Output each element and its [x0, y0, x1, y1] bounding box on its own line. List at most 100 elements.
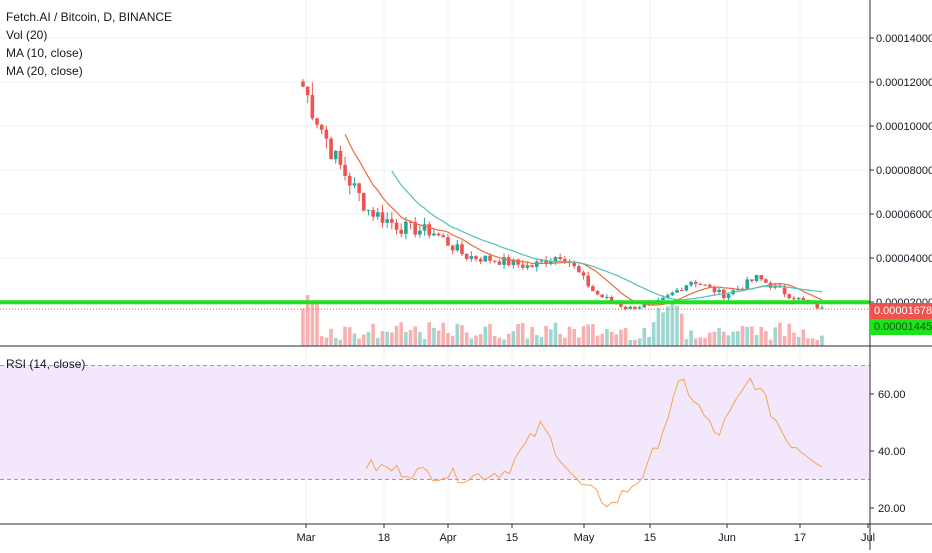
candle-body — [670, 292, 675, 296]
volume-bar — [305, 295, 310, 346]
candle-body — [750, 279, 754, 281]
volume-bar — [577, 337, 581, 346]
volume-bar — [609, 331, 614, 346]
volume-bar — [736, 331, 740, 346]
volume-bar — [469, 338, 474, 346]
candle-body — [478, 259, 483, 262]
candle-body — [572, 263, 576, 267]
volume-bar — [343, 326, 347, 346]
candle-body — [474, 256, 478, 260]
candle-body — [376, 212, 380, 217]
volume-bar — [399, 322, 403, 346]
volume-bar — [446, 332, 450, 346]
candle-body — [815, 303, 820, 309]
rsi-title[interactable]: RSI (14, close) — [6, 357, 86, 371]
volume-bar — [324, 337, 329, 346]
volume-bar — [591, 324, 595, 346]
symbol-title[interactable]: Fetch.AI / Bitcoin, D, BINANCE — [6, 10, 173, 24]
candle-body — [469, 256, 474, 259]
candle-body — [633, 306, 637, 309]
volume-bar — [787, 323, 792, 346]
volume-bar — [600, 333, 605, 346]
volume-bar — [488, 323, 492, 346]
candle-body — [432, 233, 436, 236]
rsi-band — [0, 365, 870, 480]
legend: Fetch.AI / Bitcoin, D, BINANCE Vol (20) … — [6, 8, 172, 80]
candle-body — [319, 124, 324, 130]
candle-body — [665, 295, 670, 298]
volume-bar — [418, 332, 422, 346]
volume-bar — [558, 333, 562, 346]
indicator-ma10[interactable]: MA (10, close) — [6, 46, 83, 60]
candle-body — [413, 221, 418, 235]
volume-bar — [301, 308, 305, 346]
time-tick-label: Jun — [718, 532, 736, 544]
volume-bar — [806, 338, 810, 346]
volume-bar — [380, 331, 385, 346]
candle-body — [782, 287, 787, 295]
candle-body — [502, 257, 506, 265]
candle-body — [338, 150, 343, 165]
moving-averages — [0, 134, 870, 310]
volume-bar — [698, 337, 703, 346]
candle-body — [371, 209, 375, 217]
volume-bar — [810, 338, 815, 346]
volume-bar — [394, 325, 399, 346]
volume-bar — [651, 322, 656, 346]
volume-bar — [623, 328, 628, 346]
time-tick-label: Apr — [439, 532, 456, 544]
volume-bar — [684, 338, 689, 346]
volume-bar — [656, 307, 661, 346]
volume-bar — [338, 339, 343, 346]
candle-body — [773, 285, 778, 288]
volume-bar — [511, 331, 516, 346]
candle-body — [492, 260, 497, 262]
candle-body — [324, 129, 329, 139]
candle-body — [577, 266, 581, 273]
candle-body — [689, 281, 693, 286]
candle-body — [820, 307, 824, 309]
indicator-volume[interactable]: Vol (20) — [6, 28, 48, 42]
candle-body — [427, 224, 432, 236]
volume-bar — [567, 326, 572, 346]
volume-bar — [539, 337, 544, 346]
candle-body — [745, 279, 749, 289]
candle-body — [380, 212, 385, 223]
candle-body — [534, 261, 539, 267]
time-tick-label: 17 — [794, 532, 806, 544]
candle-body — [460, 244, 464, 255]
candle-body — [801, 298, 806, 301]
candle-body — [333, 150, 338, 160]
volume-bar — [689, 330, 693, 346]
candle-body — [539, 260, 544, 262]
candle-body — [623, 306, 628, 309]
candle-body — [586, 275, 591, 287]
volume-bar — [605, 328, 609, 346]
candle-body — [347, 175, 352, 186]
indicator-ma20[interactable]: MA (20, close) — [6, 64, 83, 78]
candle-body — [404, 221, 408, 234]
candle-body — [764, 279, 768, 283]
candle-body — [637, 307, 642, 309]
candle-body — [563, 259, 567, 262]
candle-body — [446, 237, 450, 246]
time-tick-label: Mar — [297, 532, 316, 544]
volume-bar — [619, 329, 623, 346]
rsi-tick-label: 40.00 — [878, 446, 906, 458]
candle-body — [408, 221, 413, 223]
candle-body — [693, 281, 698, 284]
candle-body — [352, 183, 357, 186]
candle-body — [385, 219, 389, 223]
candle-body — [399, 229, 403, 234]
volume-bar — [637, 338, 642, 346]
last-price-label: 0.00001678 — [870, 303, 932, 319]
candle-body — [679, 289, 684, 291]
price-tick-label: 0.00006000 — [876, 209, 932, 221]
volume-bar — [712, 331, 717, 346]
candle-body — [343, 164, 347, 176]
candle-body — [464, 254, 469, 259]
candle-body — [390, 219, 394, 223]
